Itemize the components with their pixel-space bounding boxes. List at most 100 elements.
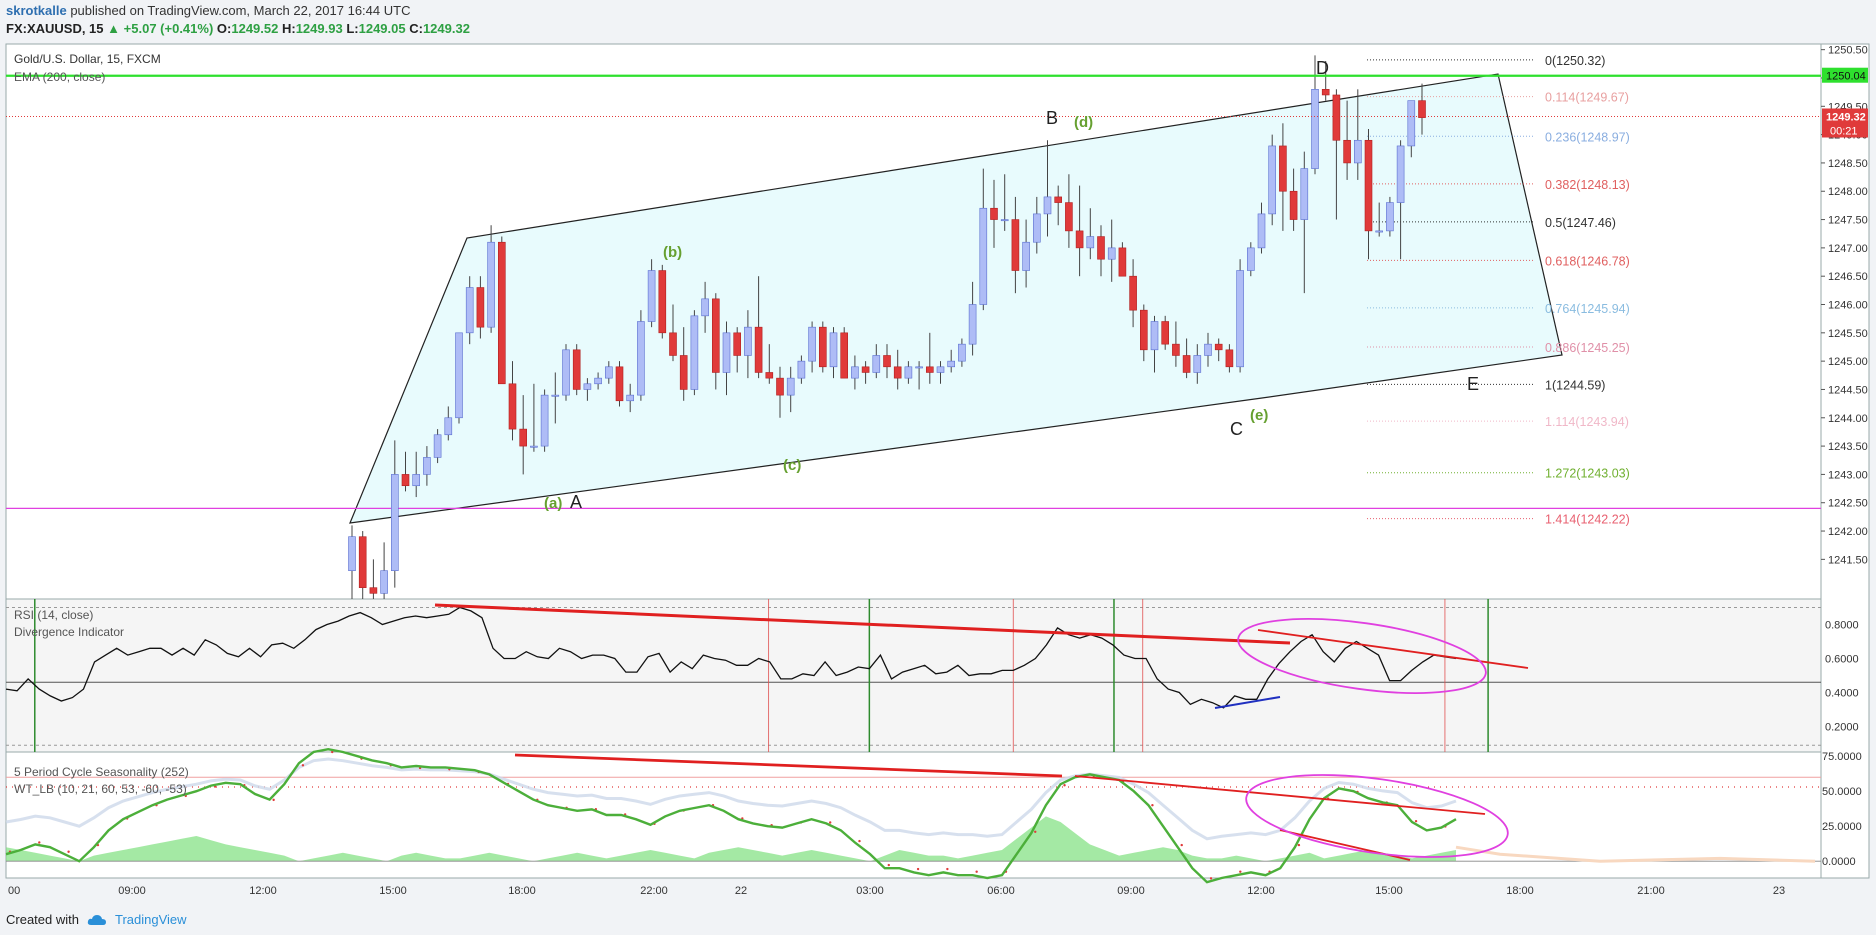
candle-body bbox=[1193, 355, 1202, 373]
change-arrow-icon: ▲ bbox=[107, 21, 121, 36]
low-value: 1249.05 bbox=[358, 21, 406, 36]
candle bbox=[669, 304, 677, 362]
candle-body bbox=[594, 377, 602, 385]
candle-body bbox=[1118, 247, 1127, 277]
candle bbox=[604, 361, 613, 384]
tradingview-link[interactable]: TradingView bbox=[114, 912, 187, 927]
time-tick-label: 18:00 bbox=[1506, 885, 1534, 897]
candle bbox=[1193, 344, 1202, 384]
candle-body bbox=[1418, 100, 1426, 118]
candle bbox=[594, 372, 602, 390]
wt-signal-dot bbox=[1297, 843, 1301, 847]
fib-label: 1.414(1242.22) bbox=[1545, 513, 1630, 527]
candle bbox=[497, 236, 506, 385]
candle-body bbox=[765, 372, 774, 379]
countdown-label: 00:21 bbox=[1830, 125, 1858, 137]
time-tick-label: 15:00 bbox=[379, 885, 407, 897]
wt-layer bbox=[5, 747, 1821, 884]
wt-signal-dot bbox=[1034, 830, 1037, 833]
symbol-ohlc-line: FX:XAUUSD, 15 ▲ +5.07 (+0.41%) O:1249.52… bbox=[6, 21, 470, 36]
candle-body bbox=[925, 366, 934, 373]
candle bbox=[829, 327, 838, 379]
candle bbox=[1000, 174, 1009, 231]
price-tick-label: 1243.50 bbox=[1828, 441, 1868, 453]
candle bbox=[519, 395, 528, 475]
candle-body bbox=[711, 298, 720, 373]
candle bbox=[1011, 196, 1020, 294]
wt-signal-dot bbox=[331, 750, 334, 754]
footer: Created with TradingView bbox=[6, 912, 187, 927]
change-value: +5.07 (+0.41%) bbox=[123, 21, 214, 36]
candle bbox=[1225, 344, 1234, 373]
wt-signal-dot bbox=[1239, 870, 1242, 873]
candle-body bbox=[744, 326, 752, 356]
candle-body bbox=[1097, 236, 1105, 260]
wave-label: (c) bbox=[783, 457, 801, 474]
fib-label: 0.114(1249.67) bbox=[1545, 91, 1629, 105]
candle bbox=[925, 332, 934, 384]
candle-body bbox=[958, 343, 966, 362]
candle bbox=[380, 542, 388, 599]
candle-body bbox=[487, 241, 495, 328]
candle-body bbox=[658, 270, 667, 334]
candle bbox=[979, 168, 988, 311]
rsi-layer bbox=[5, 599, 1821, 752]
candle bbox=[530, 383, 538, 452]
candle bbox=[1033, 196, 1041, 254]
candle-body bbox=[1033, 213, 1041, 243]
candle bbox=[1375, 202, 1383, 237]
candle-body bbox=[733, 332, 742, 356]
candle-body bbox=[690, 315, 699, 390]
candle bbox=[1407, 100, 1416, 158]
rsi-tick-label: 0.4000 bbox=[1825, 688, 1859, 700]
author-link[interactable]: skrotkalle bbox=[6, 3, 67, 18]
candle-body bbox=[1161, 321, 1169, 345]
candle-body bbox=[465, 287, 474, 334]
wave-channel bbox=[349, 73, 1563, 524]
candle-body bbox=[829, 332, 838, 368]
candle-body bbox=[808, 326, 816, 362]
candle-body bbox=[604, 366, 613, 379]
candle bbox=[1214, 338, 1223, 362]
l-label: L: bbox=[346, 21, 359, 36]
time-tick-label: 03:00 bbox=[856, 885, 884, 897]
candle bbox=[947, 349, 956, 373]
wave-label: D bbox=[1316, 58, 1329, 78]
candle-body bbox=[1022, 241, 1030, 271]
divergence-label: Divergence Indicator bbox=[14, 625, 124, 639]
time-tick-label: 06:00 bbox=[987, 885, 1015, 897]
candle-body bbox=[615, 366, 624, 402]
time-tick-label: 18:00 bbox=[508, 885, 536, 897]
wave-label: C bbox=[1230, 419, 1243, 439]
symbol-label: FX:XAUUSD, 15 bbox=[6, 21, 104, 36]
wave-label: (e) bbox=[1250, 407, 1268, 424]
price-tick-label: 1241.50 bbox=[1828, 554, 1868, 566]
candle bbox=[958, 338, 966, 367]
candle-body bbox=[497, 241, 506, 385]
price-tick-label: 1245.50 bbox=[1828, 328, 1868, 340]
wt-signal-dot bbox=[1414, 819, 1418, 823]
candle bbox=[679, 327, 688, 401]
candle-body bbox=[1279, 145, 1287, 192]
fib-label: 1.114(1243.94) bbox=[1545, 415, 1629, 429]
candle bbox=[1343, 100, 1351, 180]
candle-body bbox=[1343, 139, 1351, 164]
fib-label: 0.5(1247.46) bbox=[1545, 216, 1616, 230]
candle bbox=[1065, 174, 1073, 248]
candle bbox=[412, 451, 421, 498]
candle bbox=[358, 531, 367, 599]
price-scale[interactable] bbox=[1820, 43, 1870, 879]
wt-divergence-line bbox=[514, 753, 1063, 778]
time-tick-label: 09:00 bbox=[118, 885, 146, 897]
candle bbox=[883, 344, 891, 379]
candle-body bbox=[583, 383, 592, 390]
rsi-bull-divergence-line bbox=[1214, 696, 1281, 709]
candle-body bbox=[776, 377, 784, 396]
price-tick-label: 1246.50 bbox=[1828, 271, 1868, 283]
candle-body bbox=[861, 366, 870, 373]
candle-body bbox=[369, 587, 378, 594]
candle bbox=[508, 361, 517, 441]
rsi-pane[interactable] bbox=[5, 598, 1822, 753]
candle bbox=[744, 310, 752, 379]
